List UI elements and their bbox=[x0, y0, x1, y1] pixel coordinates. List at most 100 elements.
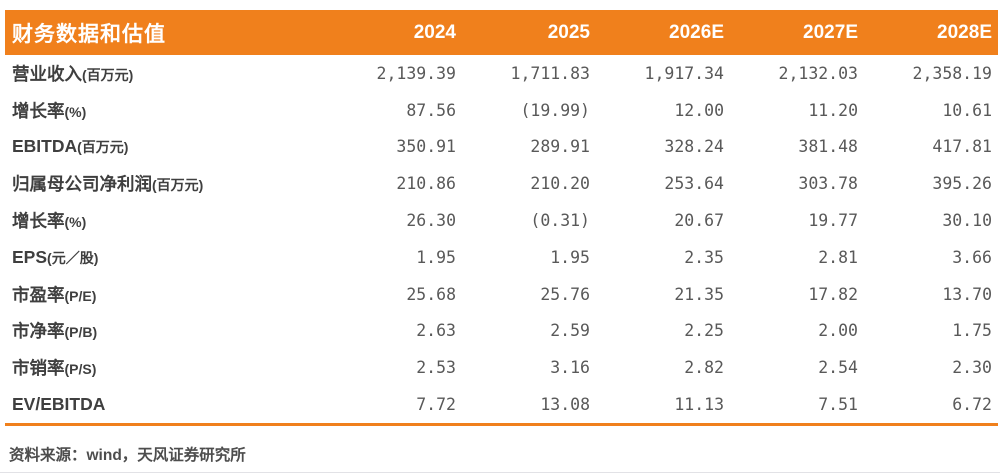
cell-2025: 289.91 bbox=[530, 137, 590, 157]
row-label-text: 市盈率 bbox=[12, 284, 65, 305]
cell-2025: 2.59 bbox=[550, 321, 590, 341]
table-row: 增长率(%) 87.56 (19.99) 12.00 11.20 10.61 bbox=[5, 92, 998, 129]
cell-2028e: 30.10 bbox=[942, 211, 992, 231]
cell-2024: 210.86 bbox=[396, 174, 456, 194]
cell-2026e: 2.25 bbox=[684, 321, 724, 341]
cell-2026e: 2.35 bbox=[684, 247, 724, 267]
cell-2024: 7.72 bbox=[416, 395, 456, 415]
cell-2028e: 10.61 bbox=[942, 100, 992, 120]
row-label-unit: (P/B) bbox=[64, 324, 98, 341]
cell-2025: 210.20 bbox=[530, 174, 590, 194]
cell-2027e: 2.00 bbox=[818, 321, 858, 341]
cell-2024: 87.56 bbox=[406, 100, 456, 120]
cell-2025: (19.99) bbox=[520, 100, 590, 120]
row-label: 营业收入(百万元) bbox=[5, 61, 325, 86]
row-label: 市销率(P/S) bbox=[5, 355, 325, 380]
row-label-unit: (百万元) bbox=[152, 177, 204, 194]
row-label-text: 市净率 bbox=[12, 321, 65, 342]
row-label: 市盈率(P/E) bbox=[5, 282, 325, 307]
source-note: 资料来源：wind，天风证券研究所 bbox=[9, 446, 246, 464]
cell-2024: 26.30 bbox=[406, 211, 456, 231]
cell-2027e: 19.77 bbox=[808, 211, 858, 231]
cell-2028e: 417.81 bbox=[932, 137, 992, 157]
year-header-2027e: 2027E bbox=[803, 21, 858, 43]
cell-2028e: 13.70 bbox=[942, 284, 992, 304]
table-row: 增长率(%) 26.30 (0.31) 20.67 19.77 30.10 bbox=[5, 202, 998, 239]
row-label-text: EV/EBITDA bbox=[12, 394, 106, 415]
cell-2028e: 6.72 bbox=[952, 395, 992, 415]
cell-2026e: 1,917.34 bbox=[644, 63, 724, 83]
row-label-unit: (P/E) bbox=[64, 287, 97, 304]
row-label-text: 增长率 bbox=[12, 100, 65, 121]
cell-2027e: 11.20 bbox=[808, 100, 858, 120]
cell-2028e: 2,358.19 bbox=[912, 63, 992, 83]
row-label: 增长率(%) bbox=[5, 208, 325, 233]
cell-2026e: 12.00 bbox=[674, 100, 724, 120]
cell-2026e: 2.82 bbox=[684, 358, 724, 378]
cell-2026e: 253.64 bbox=[664, 174, 724, 194]
row-label-text: 营业收入 bbox=[12, 63, 82, 84]
table-body: 营业收入(百万元) 2,139.39 1,711.83 1,917.34 2,1… bbox=[5, 55, 998, 426]
cell-2025: 3.16 bbox=[550, 358, 590, 378]
financial-estimates-table: 财务数据和估值 2024 2025 2026E 2027E 2028E 营业收入… bbox=[5, 10, 998, 465]
cell-2026e: 328.24 bbox=[664, 137, 724, 157]
cell-2024: 350.91 bbox=[396, 137, 456, 157]
cell-2027e: 2,132.03 bbox=[778, 63, 858, 83]
bottom-divider bbox=[0, 472, 1000, 473]
row-label-text: EBITDA bbox=[12, 136, 78, 157]
cell-2025: 25.76 bbox=[540, 284, 590, 304]
table-row: 市净率(P/B) 2.63 2.59 2.25 2.00 1.75 bbox=[5, 313, 998, 350]
cell-2027e: 2.54 bbox=[818, 358, 858, 378]
row-label-text: 市销率 bbox=[12, 358, 65, 379]
table-row: 营业收入(百万元) 2,139.39 1,711.83 1,917.34 2,1… bbox=[5, 55, 998, 92]
row-label: EV/EBITDA bbox=[5, 394, 325, 415]
row-label-unit: (P/S) bbox=[64, 361, 97, 378]
cell-2025: 13.08 bbox=[540, 395, 590, 415]
table-row: EPS(元／股) 1.95 1.95 2.35 2.81 3.66 bbox=[5, 239, 998, 276]
row-label: 市净率(P/B) bbox=[5, 318, 325, 343]
cell-2024: 2.53 bbox=[416, 358, 456, 378]
table-row: 市盈率(P/E) 25.68 25.76 21.35 17.82 13.70 bbox=[5, 276, 998, 313]
year-header-2028e: 2028E bbox=[937, 21, 992, 43]
cell-2025: 1,711.83 bbox=[510, 63, 590, 83]
cell-2026e: 11.13 bbox=[674, 395, 724, 415]
row-label: EBITDA(百万元) bbox=[5, 136, 325, 157]
cell-2028e: 3.66 bbox=[952, 247, 992, 267]
cell-2027e: 2.81 bbox=[818, 247, 858, 267]
year-header-2026e: 2026E bbox=[669, 21, 724, 43]
table-row: 归属母公司净利润(百万元) 210.86 210.20 253.64 303.7… bbox=[5, 165, 998, 202]
row-label: 增长率(%) bbox=[5, 98, 325, 123]
cell-2024: 2.63 bbox=[416, 321, 456, 341]
cell-2026e: 21.35 bbox=[674, 284, 724, 304]
year-header-2024: 2024 bbox=[413, 21, 456, 43]
row-label-unit: (%) bbox=[64, 103, 87, 120]
row-label-unit: (百万元) bbox=[82, 66, 134, 83]
cell-2027e: 7.51 bbox=[818, 395, 858, 415]
cell-2027e: 17.82 bbox=[808, 284, 858, 304]
table-row: EBITDA(百万元) 350.91 289.91 328.24 381.48 … bbox=[5, 129, 998, 166]
cell-2026e: 20.67 bbox=[674, 211, 724, 231]
row-label-unit: (百万元) bbox=[77, 139, 129, 156]
table-row: EV/EBITDA 7.72 13.08 11.13 7.51 6.72 bbox=[5, 386, 998, 423]
row-label: 归属母公司净利润(百万元) bbox=[5, 171, 325, 196]
cell-2028e: 2.30 bbox=[952, 358, 992, 378]
cell-2024: 1.95 bbox=[416, 247, 456, 267]
cell-2027e: 381.48 bbox=[798, 137, 858, 157]
cell-2028e: 1.75 bbox=[952, 321, 992, 341]
table-row: 市销率(P/S) 2.53 3.16 2.82 2.54 2.30 bbox=[5, 349, 998, 386]
cell-2024: 25.68 bbox=[406, 284, 456, 304]
table-header-row: 财务数据和估值 2024 2025 2026E 2027E 2028E bbox=[5, 10, 998, 55]
row-label: EPS(元／股) bbox=[5, 247, 325, 268]
cell-2024: 2,139.39 bbox=[376, 63, 456, 83]
row-label-unit: (元／股) bbox=[47, 249, 99, 266]
row-label-text: 增长率 bbox=[12, 211, 65, 232]
cell-2028e: 395.26 bbox=[932, 174, 992, 194]
row-label-text: 归属母公司净利润 bbox=[12, 174, 152, 195]
cell-2025: 1.95 bbox=[550, 247, 590, 267]
table-title: 财务数据和估值 bbox=[12, 22, 166, 46]
year-header-2025: 2025 bbox=[547, 21, 590, 43]
cell-2025: (0.31) bbox=[530, 211, 590, 231]
cell-2027e: 303.78 bbox=[798, 174, 858, 194]
row-label-unit: (%) bbox=[64, 214, 87, 231]
row-label-text: EPS bbox=[12, 246, 48, 267]
